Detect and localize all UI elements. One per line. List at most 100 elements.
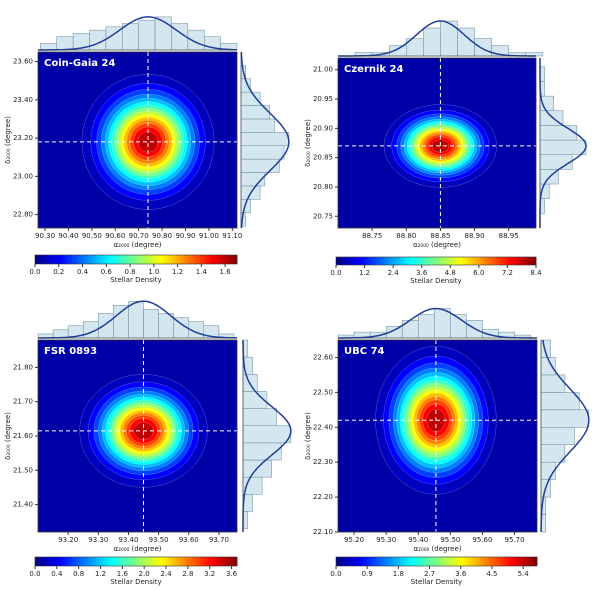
colorbar-frame [34,556,238,567]
colorbar-tick-label: 0.6 [101,268,113,276]
colorbar-segment [389,557,394,566]
x-tick-label: 90.60 [105,232,125,240]
y-tick-label: 20.80 [313,183,333,191]
colorbar-segment [503,557,508,566]
colorbar-segment [399,557,404,566]
colorbar-segment [92,557,96,566]
colorbar-segment [226,255,231,264]
colorbar-label: Stellar Density [410,277,461,285]
colorbar-segment [196,557,201,566]
colorbar-segment [469,257,474,265]
colorbar-segment [392,257,397,265]
colorbar-segment [95,557,100,566]
y-tick-label: 20.95 [313,95,333,103]
colorbar-segment [396,557,401,566]
colorbar-segment [513,557,518,566]
colorbar-segment [109,255,113,264]
colorbar-segment [48,557,53,566]
colorbar-segment [193,557,197,566]
y-hist-bar [540,392,580,411]
colorbar-segment [162,557,167,566]
density-contour [137,131,159,153]
colorbar-segment [206,557,211,566]
colorbar-segment [210,255,214,264]
colorbar-segment [510,557,514,566]
colorbar-segment [352,557,357,566]
colorbar-tick-label: 2.4 [388,269,400,277]
colorbar-segment [429,257,434,265]
panel-title: UBC 74 [344,346,385,357]
colorbar-tick-label: 1.6 [117,570,129,578]
colorbar-segment [346,257,350,265]
colorbar-segment [45,557,49,566]
colorbar-segment [490,557,494,566]
colorbar-segment [509,257,514,265]
colorbar-segment [82,557,86,566]
x-tick-label: 95.50 [440,536,460,544]
colorbar-tick-label: 8.4 [530,269,542,277]
colorbar-segment [176,557,181,566]
colorbar-segment [142,557,147,566]
x-hist-bar [417,314,435,339]
colorbar-tick-label: 0.4 [51,570,63,578]
colorbar-segment [489,257,494,265]
colorbar-segment [356,257,360,265]
colorbar-segment [119,557,123,566]
y-hist-bar [539,139,587,155]
colorbar-segment [72,255,76,264]
x-axis-label: α₂₀₀₀ (degree) [413,545,461,553]
colorbar-segment [72,557,76,566]
colorbar-segment [203,255,208,264]
colorbar-segment [156,557,160,566]
colorbar-segment [480,557,484,566]
colorbar-tick-label: 4.8 [445,269,456,277]
colorbar-segment [379,257,384,265]
x-tick-label: 90.80 [152,232,172,240]
colorbar-segment [122,557,127,566]
colorbar-segment [98,255,103,264]
colorbar-segment [369,257,374,265]
y-hist-bar [242,408,277,426]
colorbar-segment [58,557,63,566]
colorbar-segment [352,257,357,265]
y-tick-label: 23.40 [13,96,33,104]
colorbar-segment [179,557,184,566]
panel-title: Czernik 24 [344,64,404,75]
colorbar-segment [220,557,224,566]
y-hist-bar [540,374,566,393]
colorbar-segment [359,557,364,566]
plot-frame [337,339,538,533]
colorbar-segment [173,255,177,264]
colorbar-segment [88,255,93,264]
colorbar-segment [386,257,390,265]
colorbar-segment [409,557,414,566]
colorbar-segment [336,557,340,566]
colorbar-segment [216,255,221,264]
y-tick-label: 21.00 [313,66,333,74]
colorbar-segment [55,557,59,566]
colorbar-tick-label: 0.9 [362,570,373,578]
y-axis-label: δ₂₀₀₀ (degree) [4,412,12,460]
colorbar-tick-label: 2.7 [424,570,435,578]
y-tick-label: 21.70 [13,398,33,406]
colorbar-tick-label: 1.2 [172,268,183,276]
colorbar-segment [102,255,107,264]
colorbar-segment [406,557,411,566]
colorbar-segment [366,557,370,566]
colorbar-segment [166,255,171,264]
colorbar-segment [166,557,171,566]
colorbar-tick-label: 7.2 [502,269,513,277]
colorbar-segment [176,255,181,264]
colorbar-tick-label: 0.8 [124,268,135,276]
colorbar-segment [88,557,93,566]
colorbar-segment [419,257,424,265]
x-hist-bar [40,43,57,51]
colorbar-segment [102,557,107,566]
colorbar-segment [342,557,347,566]
colorbar-segment [68,255,73,264]
colorbar-frame [335,556,538,567]
colorbar-segment [35,255,39,264]
x-tick-label: 88.95 [499,232,519,240]
colorbar-segment [139,557,144,566]
y-tick-label: 23.20 [13,134,33,142]
